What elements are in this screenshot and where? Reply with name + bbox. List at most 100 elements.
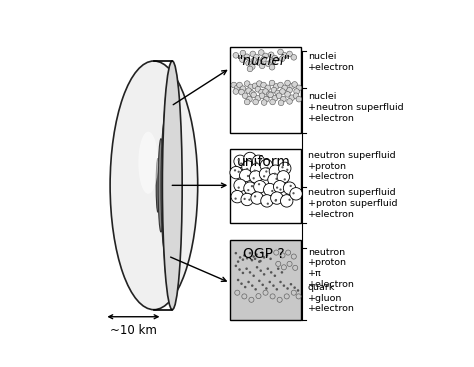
- Circle shape: [284, 294, 289, 299]
- Circle shape: [264, 184, 276, 196]
- Ellipse shape: [117, 72, 191, 298]
- Circle shape: [234, 155, 246, 167]
- Circle shape: [273, 84, 279, 89]
- Circle shape: [293, 93, 299, 99]
- Circle shape: [283, 284, 285, 287]
- Circle shape: [247, 189, 249, 191]
- Text: uniform: uniform: [237, 155, 291, 169]
- Circle shape: [276, 93, 282, 99]
- Circle shape: [273, 275, 276, 277]
- Circle shape: [244, 198, 246, 200]
- Circle shape: [292, 265, 298, 270]
- Text: quark
+gluon
+electron: quark +gluon +electron: [308, 283, 355, 313]
- Bar: [230, 47, 301, 133]
- Circle shape: [263, 290, 268, 295]
- Circle shape: [255, 95, 261, 101]
- Circle shape: [286, 169, 288, 171]
- Circle shape: [296, 85, 302, 91]
- Circle shape: [265, 254, 268, 257]
- Circle shape: [246, 268, 248, 270]
- Circle shape: [282, 52, 287, 58]
- Circle shape: [240, 86, 246, 91]
- Circle shape: [248, 84, 254, 90]
- Circle shape: [297, 289, 299, 292]
- Circle shape: [249, 64, 255, 69]
- Circle shape: [292, 81, 298, 87]
- Circle shape: [261, 57, 266, 62]
- Circle shape: [267, 203, 269, 205]
- Circle shape: [259, 168, 272, 180]
- Text: ~10 km: ~10 km: [110, 324, 157, 337]
- Circle shape: [251, 284, 254, 287]
- Circle shape: [238, 268, 241, 271]
- Circle shape: [291, 254, 296, 259]
- Circle shape: [278, 49, 283, 55]
- Circle shape: [265, 85, 271, 91]
- Ellipse shape: [128, 101, 179, 270]
- Circle shape: [253, 177, 255, 179]
- Circle shape: [242, 93, 248, 99]
- Circle shape: [241, 193, 254, 206]
- Circle shape: [246, 168, 248, 170]
- Circle shape: [294, 89, 300, 94]
- Circle shape: [270, 99, 275, 105]
- Circle shape: [242, 161, 254, 173]
- Circle shape: [251, 92, 256, 98]
- Circle shape: [263, 89, 268, 94]
- Circle shape: [259, 63, 265, 69]
- Bar: [230, 240, 301, 320]
- Circle shape: [239, 169, 252, 182]
- Circle shape: [273, 181, 286, 193]
- Circle shape: [287, 51, 292, 57]
- Circle shape: [285, 80, 291, 86]
- Ellipse shape: [140, 139, 167, 232]
- Circle shape: [268, 174, 280, 186]
- Circle shape: [270, 59, 275, 64]
- Circle shape: [261, 100, 267, 105]
- Circle shape: [258, 183, 260, 185]
- Circle shape: [255, 87, 261, 92]
- Circle shape: [270, 294, 275, 299]
- Circle shape: [291, 54, 297, 60]
- Circle shape: [263, 175, 265, 177]
- Circle shape: [281, 271, 283, 274]
- Circle shape: [285, 91, 291, 97]
- Circle shape: [289, 95, 295, 101]
- Circle shape: [251, 259, 253, 262]
- Circle shape: [275, 90, 281, 96]
- Circle shape: [237, 279, 239, 281]
- Circle shape: [268, 52, 274, 58]
- Circle shape: [246, 96, 252, 102]
- Circle shape: [269, 165, 282, 177]
- Circle shape: [287, 261, 292, 266]
- Text: neutron superfluid
+proton
+electron: neutron superfluid +proton +electron: [308, 151, 395, 181]
- Circle shape: [235, 265, 237, 267]
- Circle shape: [252, 155, 264, 167]
- Circle shape: [268, 281, 271, 283]
- Circle shape: [290, 283, 292, 286]
- Circle shape: [290, 188, 302, 200]
- Text: neutron superfluid
+proton superfluid
+electron: neutron superfluid +proton superfluid +e…: [308, 188, 397, 219]
- Circle shape: [279, 162, 291, 175]
- Circle shape: [254, 181, 266, 193]
- Circle shape: [286, 250, 291, 255]
- Circle shape: [251, 192, 263, 204]
- Circle shape: [286, 287, 289, 290]
- Circle shape: [259, 89, 264, 95]
- Circle shape: [253, 99, 258, 105]
- Circle shape: [296, 294, 301, 299]
- Circle shape: [242, 258, 244, 261]
- Circle shape: [244, 152, 256, 165]
- Circle shape: [249, 252, 251, 254]
- Circle shape: [255, 59, 261, 65]
- Circle shape: [277, 297, 282, 302]
- Circle shape: [258, 260, 261, 263]
- Circle shape: [258, 280, 261, 282]
- Circle shape: [261, 82, 266, 88]
- Circle shape: [231, 190, 244, 203]
- Circle shape: [279, 188, 282, 191]
- Circle shape: [239, 89, 244, 95]
- Circle shape: [237, 186, 240, 189]
- Circle shape: [266, 91, 272, 97]
- Circle shape: [276, 261, 281, 266]
